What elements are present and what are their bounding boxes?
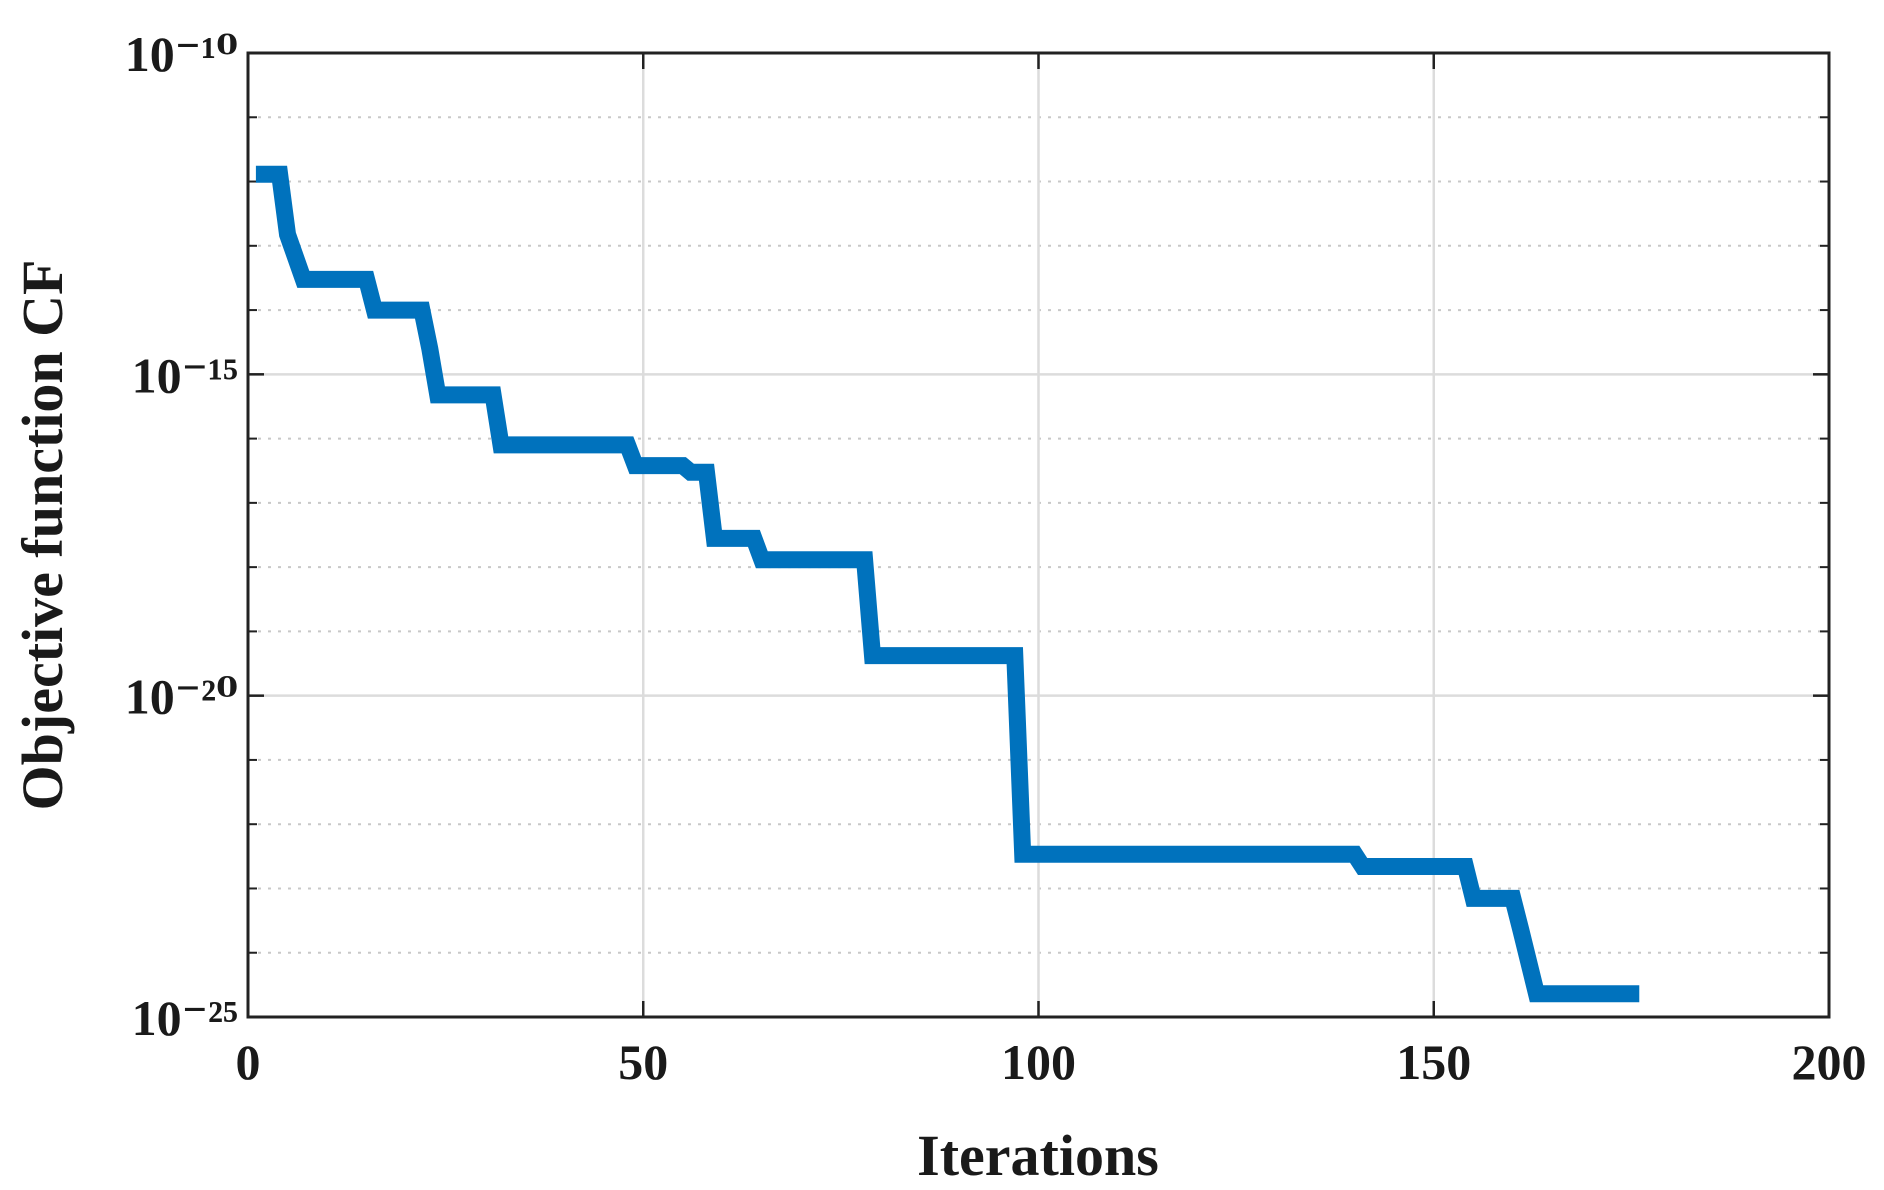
y-tick-label: 10⁻²⁰: [125, 669, 238, 725]
data-line: [255, 165, 1640, 1003]
plot-frame: [246, 51, 1831, 1019]
y-axis-label: Objective function CF: [10, 260, 75, 811]
y-tick-label: 10⁻²⁵: [132, 990, 238, 1046]
x-tick-label: 100: [1001, 1034, 1076, 1090]
x-tick-label: 200: [1792, 1034, 1867, 1090]
x-axis-label: Iterations: [917, 1123, 1159, 1188]
x-tick-label: 50: [618, 1034, 668, 1090]
y-tick-label: 10⁻¹⁵: [132, 347, 238, 403]
x-tick-label: 0: [236, 1034, 261, 1090]
x-tick-label: 150: [1396, 1034, 1471, 1090]
y-tick-label: 10⁻¹⁰: [125, 26, 238, 82]
